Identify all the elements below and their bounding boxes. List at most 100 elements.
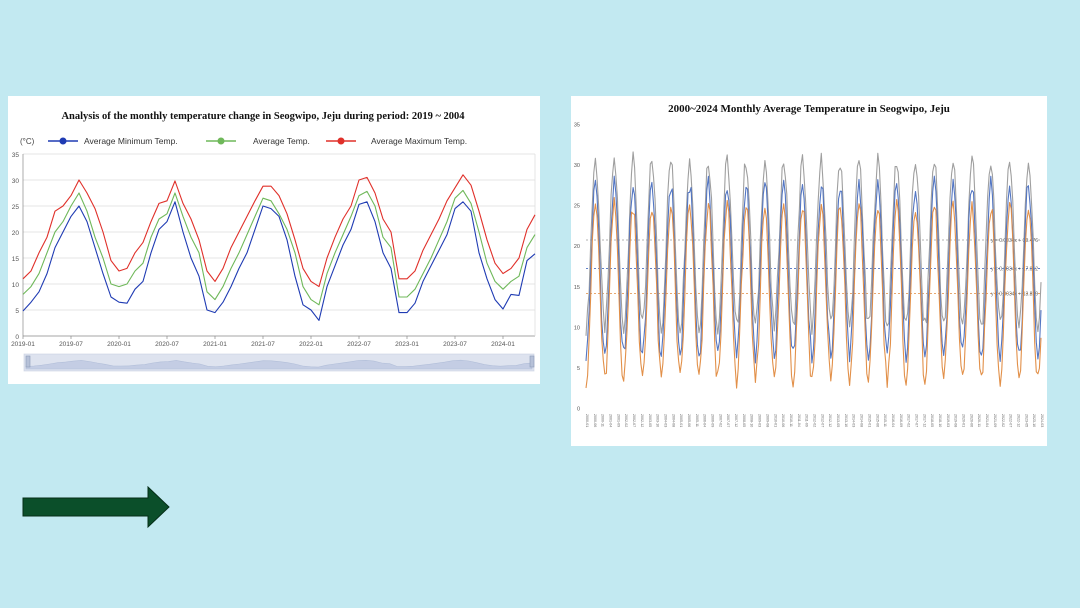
right-series-line-2 bbox=[585, 196, 1042, 389]
right-x-tick-label: 2023-05 bbox=[1024, 414, 1028, 427]
right-x-tick-label: 2005-01 bbox=[679, 414, 683, 427]
right-series-line-0 bbox=[585, 151, 1042, 336]
right-x-tick-label: 2000-06 bbox=[593, 414, 597, 427]
right-x-tick-label: 2017-12 bbox=[922, 414, 926, 427]
right-y-tick-label: 0 bbox=[577, 407, 580, 413]
left-x-tick-label: 2023-07 bbox=[443, 341, 467, 348]
right-chart: 2000~2024 Monthly Average Temperature in… bbox=[574, 103, 1044, 427]
right-x-tick-label: 2022-07 bbox=[1009, 414, 1013, 427]
right-x-tick-label: 2020-01 bbox=[962, 414, 966, 427]
right-x-tick-label: 2021-09 bbox=[993, 414, 997, 427]
left-grid bbox=[22, 153, 536, 337]
right-x-tick-label: 2012-02 bbox=[813, 414, 817, 427]
right-y-tick-label: 25 bbox=[574, 204, 580, 210]
left-y-tick-label: 0 bbox=[15, 334, 19, 341]
right-x-tick-label: 2015-01 bbox=[867, 414, 871, 427]
right-x-tick-label: 2000-01 bbox=[585, 414, 589, 427]
left-x-tick-label: 2019-01 bbox=[11, 341, 35, 348]
left-x-tick-label: 2020-07 bbox=[155, 341, 179, 348]
right-x-tick-label: 2022-12 bbox=[1017, 414, 1021, 427]
right-x-tick-label: 2001-04 bbox=[609, 414, 613, 427]
left-y-tick-label: 35 bbox=[12, 152, 20, 159]
left-x-tick-label: 2022-01 bbox=[299, 341, 323, 348]
left-x-axis: 2019-01 2019-07 2020-01 2020-07 2021-01 2021-… bbox=[11, 336, 515, 348]
right-x-tick-label: 2010-11 bbox=[789, 414, 793, 427]
right-x-tick-label: 2003-10 bbox=[656, 414, 660, 427]
left-chart-panel: Analysis of the monthly temperature chan… bbox=[8, 96, 540, 384]
left-y-tick-label: 5 bbox=[15, 308, 19, 315]
right-x-tick-label: 2000-11 bbox=[601, 414, 605, 427]
left-x-tick-label: 2023-01 bbox=[395, 341, 419, 348]
right-series bbox=[585, 151, 1042, 389]
legend-avg[interactable]: Average Temp. bbox=[206, 136, 310, 146]
legend-min[interactable]: Average Minimum Temp. bbox=[48, 136, 178, 146]
right-y-tick-label: 10 bbox=[574, 325, 580, 331]
legend-max-marker bbox=[337, 137, 345, 145]
left-x-tick-label: 2022-07 bbox=[347, 341, 371, 348]
right-x-tick-label: 2007-12 bbox=[734, 414, 738, 427]
left-y-tick-label: 10 bbox=[12, 282, 20, 289]
zoom-handle-left[interactable] bbox=[25, 355, 31, 368]
legend-max[interactable]: Average Maximum Temp. bbox=[326, 136, 467, 146]
right-arrow-icon bbox=[22, 486, 170, 529]
right-x-tick-label: 2022-02 bbox=[1001, 414, 1005, 427]
data-zoom-slider[interactable] bbox=[23, 353, 535, 372]
right-x-axis: 2000-01 2000-06 2000-11 2001-04 2001-09 2002-… bbox=[585, 414, 1044, 427]
right-x-tick-label: 2004-03 bbox=[663, 414, 667, 427]
right-x-tick-label: 2013-05 bbox=[836, 414, 840, 427]
right-x-tick-label: 2002-02 bbox=[624, 414, 628, 427]
zoom-preview-shape bbox=[25, 359, 533, 370]
right-x-tick-label: 2005-11 bbox=[695, 414, 699, 427]
right-x-tick-label: 2009-08 bbox=[765, 414, 769, 427]
right-x-tick-label: 2009-03 bbox=[758, 414, 762, 427]
right-x-tick-label: 2010-01 bbox=[773, 414, 777, 427]
right-x-tick-label: 2019-08 bbox=[954, 414, 958, 427]
left-y-unit-label: (°C) bbox=[20, 137, 35, 146]
left-series bbox=[22, 174, 536, 321]
left-x-tick-label: 2019-07 bbox=[59, 341, 83, 348]
legend-max-label: Average Maximum Temp. bbox=[371, 136, 467, 146]
right-x-tick-label: 2006-04 bbox=[703, 414, 707, 427]
right-x-tick-label: 2023-10 bbox=[1032, 414, 1036, 427]
left-chart: Analysis of the monthly temperature chan… bbox=[11, 111, 536, 372]
left-x-tick-label: 2021-07 bbox=[251, 341, 275, 348]
left-y-tick-label: 30 bbox=[12, 178, 20, 185]
right-x-tick-label: 2013-10 bbox=[844, 414, 848, 427]
right-x-tick-label: 2007-02 bbox=[718, 414, 722, 427]
arrow-shape bbox=[22, 486, 170, 529]
right-x-tick-label: 2007-07 bbox=[726, 414, 730, 427]
right-x-tick-label: 2002-12 bbox=[640, 414, 644, 427]
left-x-tick-label: 2020-01 bbox=[107, 341, 131, 348]
right-x-tick-label: 2017-07 bbox=[915, 414, 919, 427]
left-x-tick-label: 2021-01 bbox=[203, 341, 227, 348]
right-x-tick-label: 2012-07 bbox=[820, 414, 824, 427]
legend-avg-marker bbox=[217, 137, 225, 145]
right-x-tick-label: 2014-03 bbox=[852, 414, 856, 427]
right-x-tick-label: 2015-11 bbox=[883, 414, 887, 427]
legend-avg-label: Average Temp. bbox=[253, 136, 310, 146]
zoom-handle-right[interactable] bbox=[529, 355, 535, 368]
right-x-tick-label: 2016-09 bbox=[899, 414, 903, 427]
right-series-line-1 bbox=[585, 175, 1042, 364]
right-x-tick-label: 2018-05 bbox=[930, 414, 934, 427]
left-series-line-1 bbox=[22, 189, 536, 306]
right-y-tick-label: 35 bbox=[574, 123, 580, 129]
right-y-axis: 0 5 10 15 20 25 30 35 bbox=[574, 123, 580, 413]
right-y-tick-label: 20 bbox=[574, 244, 580, 250]
zoom-selected-range bbox=[24, 354, 534, 371]
right-y-tick-label: 5 bbox=[577, 366, 580, 372]
right-x-tick-label: 2006-09 bbox=[711, 414, 715, 427]
right-y-tick-label: 30 bbox=[574, 163, 580, 169]
left-y-tick-label: 20 bbox=[12, 230, 20, 237]
left-y-tick-label: 15 bbox=[12, 256, 20, 263]
left-chart-title: Analysis of the monthly temperature chan… bbox=[61, 111, 465, 122]
right-chart-title: 2000~2024 Monthly Average Temperature in… bbox=[668, 103, 950, 115]
left-y-tick-label: 25 bbox=[12, 204, 20, 211]
right-x-tick-label: 2008-05 bbox=[742, 414, 746, 427]
right-y-tick-label: 15 bbox=[574, 285, 580, 291]
right-x-tick-label: 2020-11 bbox=[977, 414, 981, 427]
right-x-tick-label: 2014-08 bbox=[860, 414, 864, 427]
legend-min-label: Average Minimum Temp. bbox=[84, 136, 178, 146]
right-x-tick-label: 2005-06 bbox=[687, 414, 691, 427]
